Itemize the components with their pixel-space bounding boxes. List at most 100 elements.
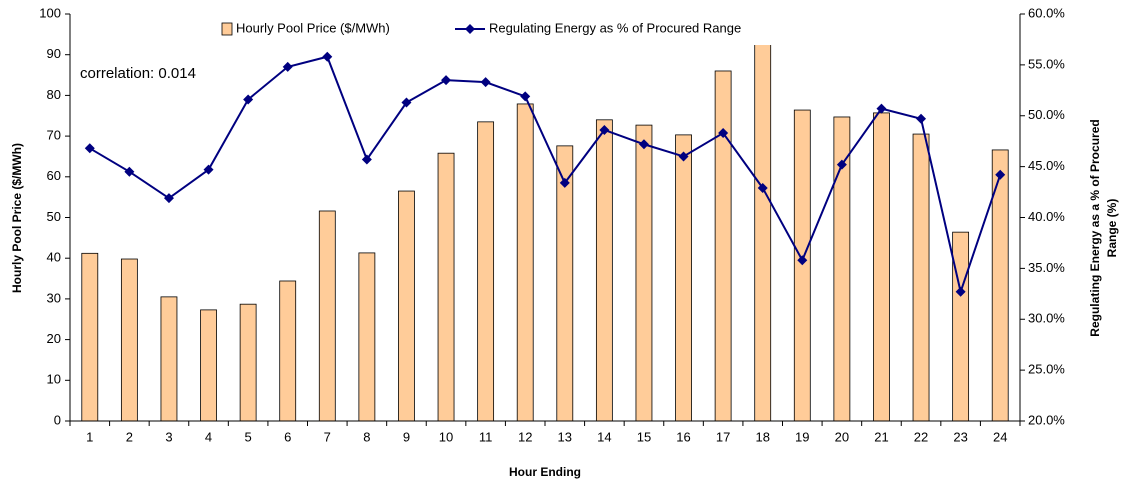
x-tick-label: 6 <box>284 429 291 444</box>
y2-tick-label: 20.0% <box>1028 412 1065 427</box>
y2-axis-title: Range (%) <box>1105 199 1119 258</box>
legend-swatch <box>465 24 475 34</box>
y2-axis-title: Regulating Energy as a % of Procured <box>1088 119 1102 336</box>
bar <box>754 25 772 422</box>
x-tick-label: 10 <box>439 429 453 444</box>
x-tick-label: 4 <box>205 429 212 444</box>
x-tick-label: 14 <box>597 429 611 444</box>
y-tick-label: 0 <box>54 412 61 427</box>
bar <box>160 296 178 422</box>
x-tick-label: 21 <box>874 429 888 444</box>
line <box>89 55 1002 296</box>
y2-tick-label: 45.0% <box>1028 158 1065 173</box>
bar <box>477 121 495 422</box>
x-tick-label: 17 <box>716 429 730 444</box>
marker <box>282 61 293 72</box>
marker <box>757 182 768 193</box>
bar <box>793 109 811 422</box>
x-tick-label: 18 <box>755 429 769 444</box>
y-tick-label: 60 <box>47 168 61 183</box>
marker <box>638 139 649 150</box>
x-tick-label: 15 <box>637 429 651 444</box>
x-tick-label: 20 <box>835 429 849 444</box>
marker <box>84 143 95 154</box>
x-tick-label: 13 <box>558 429 572 444</box>
x-tick-label: 9 <box>403 429 410 444</box>
x-tick-label: 23 <box>953 429 967 444</box>
marker <box>995 169 1006 180</box>
bar <box>120 258 138 422</box>
y2-tick-label: 60.0% <box>1028 5 1065 20</box>
x-tick-label: 5 <box>245 429 252 444</box>
bar <box>200 309 217 422</box>
y-tick-label: 40 <box>47 250 61 265</box>
marker <box>243 94 254 105</box>
marker <box>718 128 729 139</box>
y-tick-label: 80 <box>47 87 61 102</box>
bar <box>595 119 613 422</box>
y-tick-label: 100 <box>39 5 61 20</box>
bar <box>635 124 653 422</box>
y-tick-label: 90 <box>47 46 61 61</box>
legend-label: Hourly Pool Price ($/MWh) <box>236 20 390 35</box>
x-tick-label: 1 <box>86 429 93 444</box>
bar <box>279 280 297 422</box>
marker <box>480 77 491 88</box>
y2-tick-label: 35.0% <box>1028 260 1065 275</box>
y-tick-label: 10 <box>47 372 61 387</box>
x-tick-label: 22 <box>914 429 928 444</box>
marker <box>876 103 887 114</box>
x-tick-label: 24 <box>993 429 1007 444</box>
bar <box>239 303 257 422</box>
legend-label: Regulating Energy as % of Procured Range <box>489 20 741 35</box>
y-axis-title: Hourly Pool Price ($/MWh) <box>10 143 24 293</box>
x-tick-label: 3 <box>165 429 172 444</box>
y2-tick-label: 30.0% <box>1028 311 1065 326</box>
x-tick-label: 2 <box>126 429 133 444</box>
x-tick-label: 8 <box>363 429 370 444</box>
bar <box>398 190 415 422</box>
marker <box>955 286 966 297</box>
y2-tick-label: 40.0% <box>1028 209 1065 224</box>
marker <box>163 193 174 204</box>
bar <box>516 103 534 422</box>
bar <box>318 210 336 422</box>
x-axis-title: Hour Ending <box>509 465 581 479</box>
x-tick-label: 7 <box>324 429 331 444</box>
marker <box>797 255 808 266</box>
bar <box>437 152 455 422</box>
marker <box>559 177 570 188</box>
bar <box>873 112 890 422</box>
marker <box>520 91 531 102</box>
annotation: correlation: 0.014 <box>80 65 196 82</box>
marker <box>203 164 214 175</box>
x-tick-label: 16 <box>676 429 690 444</box>
marker <box>916 113 927 124</box>
y-tick-label: 70 <box>47 128 61 143</box>
marker <box>361 154 372 165</box>
y-tick-label: 20 <box>47 331 61 346</box>
marker <box>441 75 452 86</box>
y2-tick-label: 25.0% <box>1028 362 1065 377</box>
bar <box>912 133 930 422</box>
marker <box>322 51 333 62</box>
bar <box>81 252 99 422</box>
y-tick-label: 50 <box>47 209 61 224</box>
y2-tick-label: 55.0% <box>1028 56 1065 71</box>
y-tick-label: 30 <box>47 290 61 305</box>
marker <box>836 159 847 170</box>
bar <box>952 231 970 422</box>
legend-box <box>215 15 815 45</box>
x-tick-label: 12 <box>518 429 532 444</box>
bar <box>358 252 376 422</box>
marker <box>678 151 689 162</box>
marker <box>124 166 135 177</box>
bar <box>714 70 732 422</box>
x-tick-label: 19 <box>795 429 809 444</box>
bar <box>675 134 692 422</box>
legend-swatch <box>221 22 233 36</box>
marker <box>401 97 412 108</box>
y2-tick-label: 50.0% <box>1028 107 1065 122</box>
marker <box>599 124 610 135</box>
